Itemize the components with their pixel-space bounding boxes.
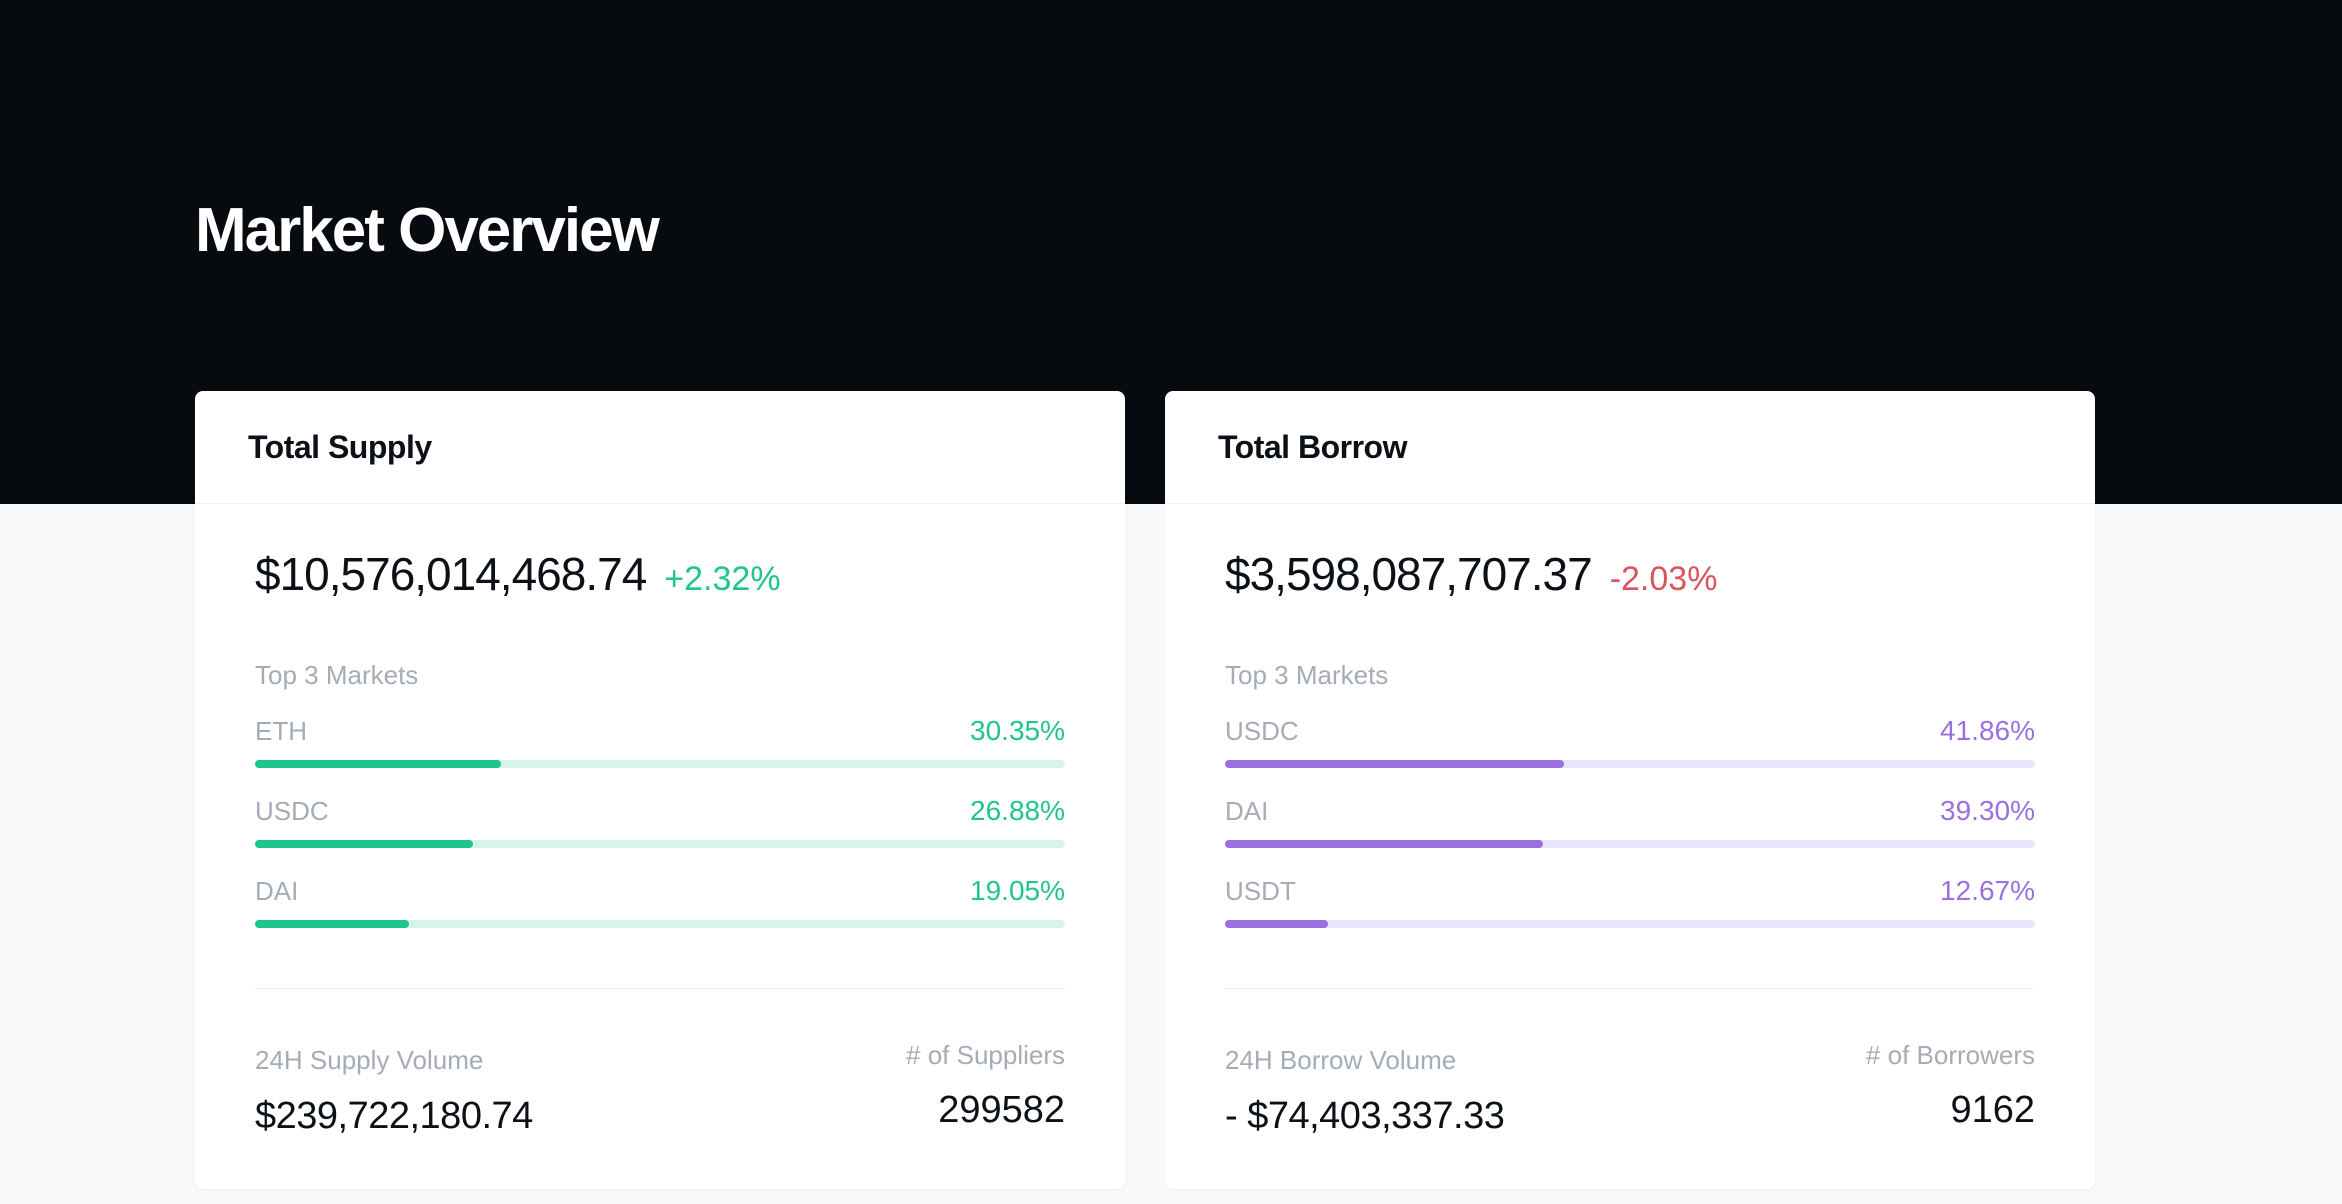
- suppliers-count-label: # of Suppliers: [906, 1040, 1065, 1070]
- market-row[interactable]: DAI 19.05%: [255, 874, 1065, 934]
- total-borrow-value: $3,598,087,707.37: [1225, 548, 1593, 600]
- divider: [255, 988, 1065, 989]
- market-percent: 26.88%: [970, 795, 1065, 826]
- market-bar-fill: [255, 840, 473, 848]
- borrowers-count-label: # of Borrowers: [1865, 1040, 2035, 1070]
- market-percent: 39.30%: [1940, 795, 2035, 826]
- card-body: $10,576,014,468.74 +2.32% Top 3 Markets …: [255, 504, 1065, 1189]
- market-bar-fill: [255, 920, 410, 928]
- market-percent: 19.05%: [970, 875, 1065, 906]
- volume-label: 24H Supply Volume: [255, 1045, 484, 1075]
- supply-volume-value: $239,722,180.74: [255, 1095, 533, 1137]
- market-row[interactable]: USDT 12.67%: [1225, 874, 2035, 934]
- market-name: USDC: [1225, 716, 1299, 746]
- borrow-change-badge: -2.03%: [1609, 560, 1718, 598]
- market-bar-fill: [255, 760, 501, 768]
- market-bar-track: [1225, 760, 2035, 768]
- market-name: DAI: [255, 876, 299, 906]
- market-name: USDC: [255, 796, 329, 826]
- card-title: Total Supply: [248, 429, 432, 465]
- total-supply-value: $10,576,014,468.74: [255, 548, 647, 600]
- market-bar-track: [255, 760, 1065, 768]
- market-bar-track: [1225, 840, 2035, 848]
- suppliers-count-value: 299582: [938, 1089, 1065, 1131]
- market-bar-fill: [1225, 840, 1544, 848]
- card-title: Total Borrow: [1218, 429, 1407, 465]
- market-percent: 30.35%: [970, 715, 1065, 746]
- market-row[interactable]: USDC 41.86%: [1225, 714, 2035, 774]
- market-bar-track: [1225, 920, 2035, 928]
- total-row: $10,576,014,468.74 +2.32%: [255, 544, 781, 604]
- market-name: USDT: [1225, 876, 1296, 906]
- supply-change-badge: +2.32%: [664, 560, 781, 598]
- market-row[interactable]: ETH 30.35%: [255, 714, 1065, 774]
- page-title: Market Overview: [195, 196, 660, 265]
- market-row[interactable]: DAI 39.30%: [1225, 794, 2035, 854]
- divider: [1225, 988, 2035, 989]
- market-bar-fill: [1225, 760, 1565, 768]
- market-bar-fill: [1225, 920, 1328, 928]
- total-row: $3,598,087,707.37 -2.03%: [1225, 544, 1717, 604]
- card-header: Total Borrow: [1165, 391, 2095, 504]
- market-name: ETH: [255, 716, 307, 746]
- card-header: Total Supply: [195, 391, 1125, 504]
- borrow-volume-value: - $74,403,337.33: [1225, 1095, 1505, 1137]
- market-bar-track: [255, 920, 1065, 928]
- market-row[interactable]: USDC 26.88%: [255, 794, 1065, 854]
- volume-label: 24H Borrow Volume: [1225, 1045, 1457, 1075]
- market-percent: 12.67%: [1940, 875, 2035, 906]
- card-body: $3,598,087,707.37 -2.03% Top 3 Markets U…: [1225, 504, 2035, 1189]
- total-borrow-card: Total Borrow $3,598,087,707.37 -2.03% To…: [1165, 391, 2095, 1189]
- top-markets-label: Top 3 Markets: [255, 660, 419, 690]
- total-supply-card: Total Supply $10,576,014,468.74 +2.32% T…: [195, 391, 1125, 1189]
- market-name: DAI: [1225, 796, 1269, 826]
- market-bar-track: [255, 840, 1065, 848]
- borrowers-count-value: 9162: [1950, 1089, 2035, 1131]
- top-markets-label: Top 3 Markets: [1225, 660, 1389, 690]
- market-percent: 41.86%: [1940, 715, 2035, 746]
